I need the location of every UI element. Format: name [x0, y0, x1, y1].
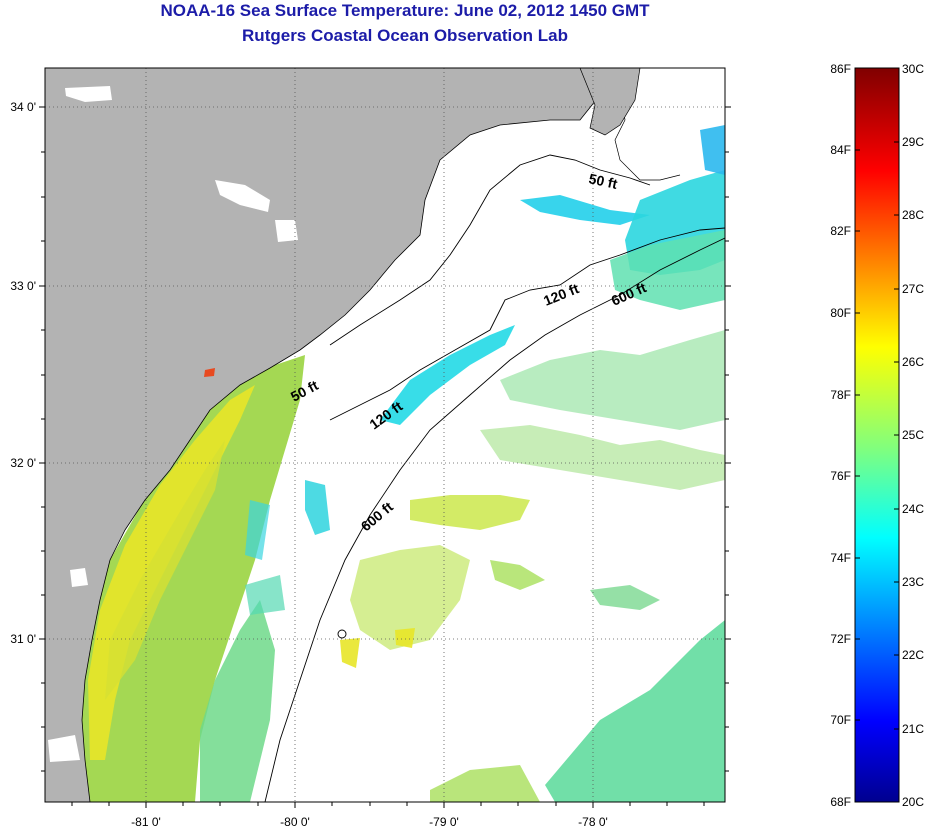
sst-data-layer [80, 125, 725, 802]
map-frame [44, 67, 726, 803]
lon-label: -80 0' [280, 815, 310, 829]
map-subtitle: Rutgers Coastal Ocean Observation Lab [242, 26, 568, 45]
lat-label: 32 0' [10, 456, 36, 470]
lat-label: 34 0' [10, 100, 36, 114]
contour-label-50ft: 50 ft [587, 170, 619, 192]
lat-label: 33 0' [10, 279, 36, 293]
lat-lon-grid [45, 68, 725, 802]
lon-label: -81 0' [131, 815, 161, 829]
lon-label: -78 0' [578, 815, 608, 829]
depth-contours [264, 154, 725, 802]
map-title: NOAA-16 Sea Surface Temperature: June 02… [160, 1, 650, 20]
land-mass [45, 68, 611, 802]
axis-ticks [39, 106, 731, 808]
lat-label: 31 0' [10, 632, 36, 646]
lon-label: -79 0' [429, 815, 459, 829]
